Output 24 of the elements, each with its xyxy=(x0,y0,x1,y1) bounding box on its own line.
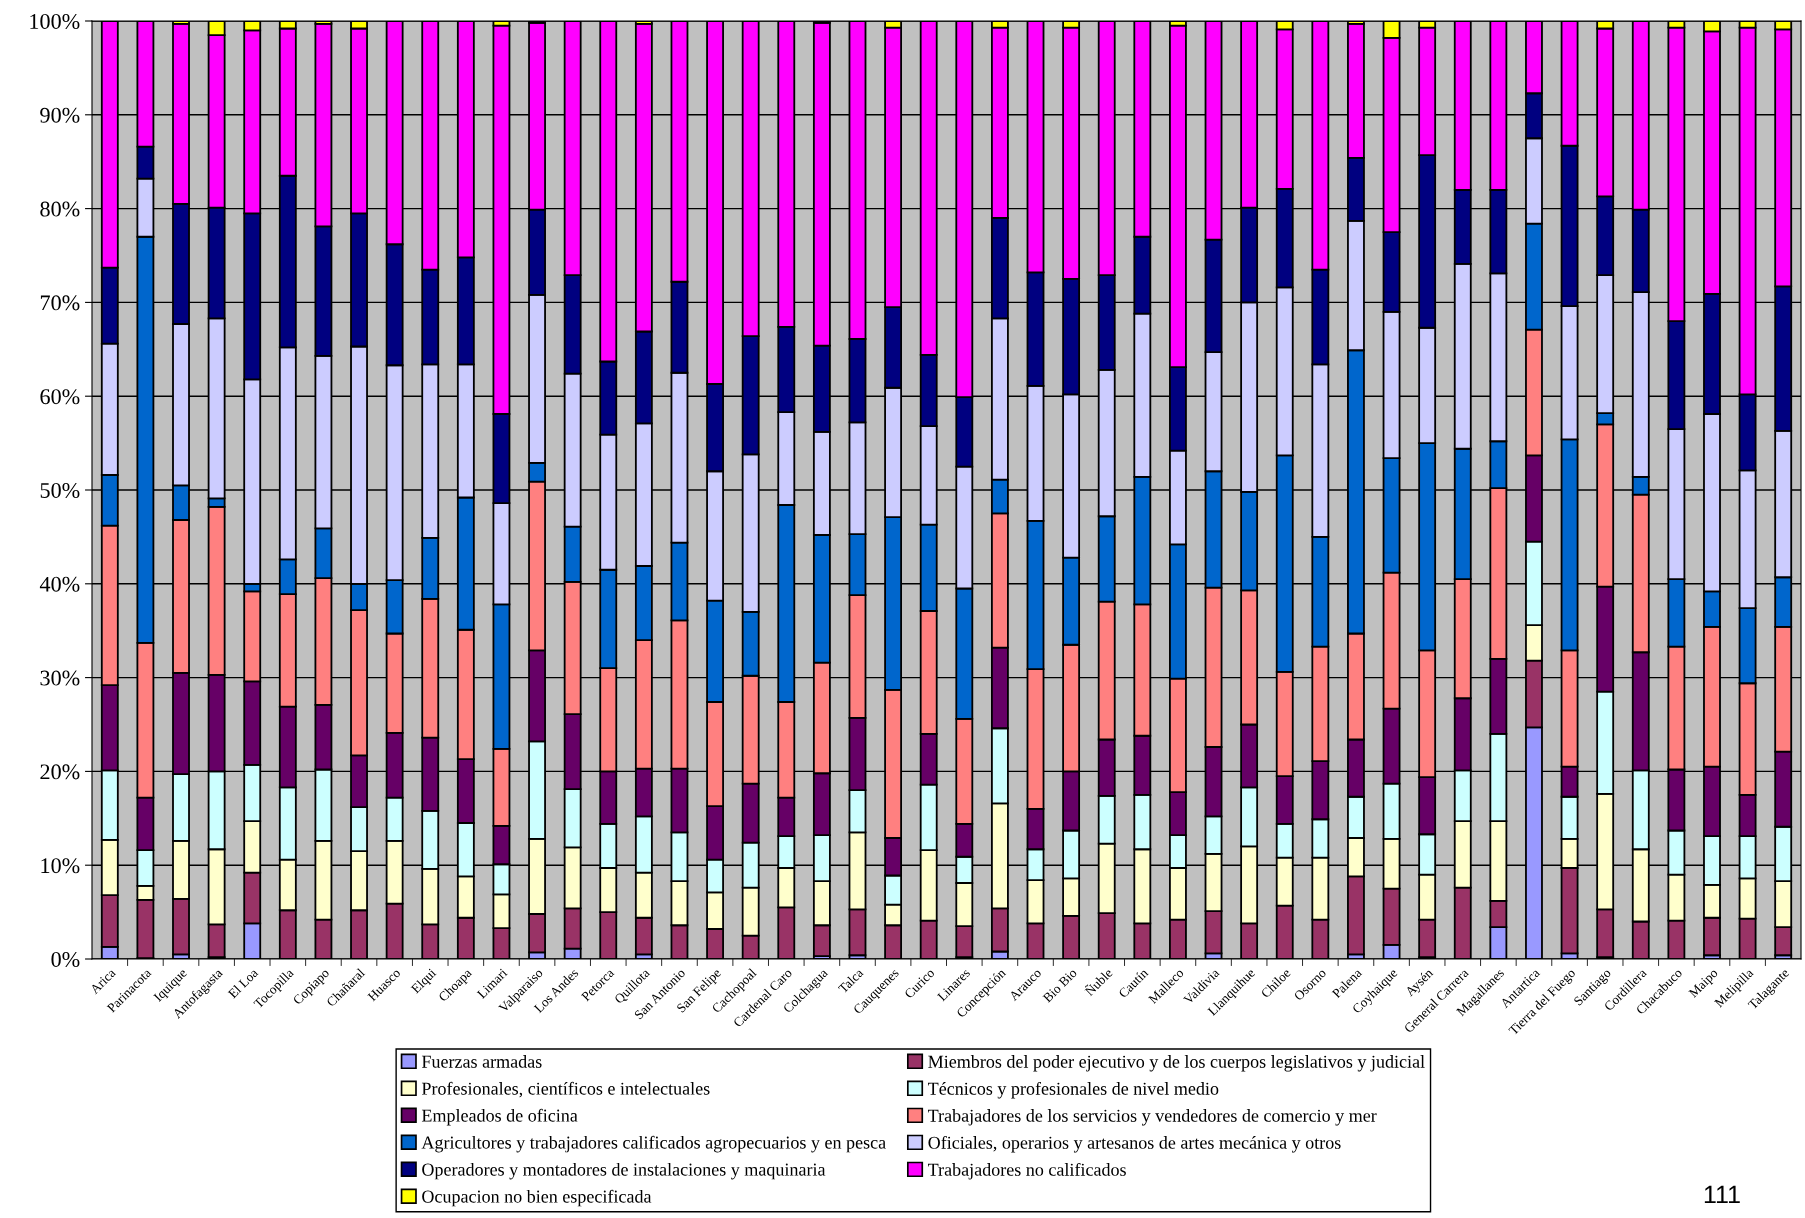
y-tick-label: 10% xyxy=(41,858,80,874)
y-tick-label: 80% xyxy=(40,201,80,217)
legend-label: Profesionales, científicos e intelectuales xyxy=(421,1081,710,1098)
legend-label: Miembros del poder ejecutivo y de los cuerpos legislativos y judicial xyxy=(928,1055,1425,1072)
legend-label: Ocupacion no bien especificada xyxy=(422,1189,652,1207)
legend-label: Agricultores y trabajadores calificados agropecuarios y en pesca xyxy=(421,1135,886,1153)
legend-label: Oficiales, operarios y artesanos de artes mecánica y otros xyxy=(928,1135,1341,1153)
legend-label: Operadores y montadores de instalaciones y maquinaria xyxy=(422,1162,826,1180)
legend-label: Fuerzas armadas xyxy=(421,1055,542,1068)
text: 111 xyxy=(1704,1185,1740,1204)
legend-label: Técnicos y profesionales de nivel medio xyxy=(928,1081,1219,1099)
y-tick-label: 60% xyxy=(40,389,80,405)
y-tick-label: 50% xyxy=(40,482,80,498)
y-tick-label: 20% xyxy=(40,764,80,780)
y-tick-label: 40% xyxy=(39,576,80,592)
y-tick-label: 30% xyxy=(40,670,80,686)
x-tick-label: Bio Bio xyxy=(1042,967,1078,1003)
y-tick-label: 100% xyxy=(30,13,80,29)
legend-label: Trabajadores de los servicios y vendedores de comercio y mer xyxy=(928,1109,1377,1126)
legend-label: Empleados de oficina xyxy=(421,1108,578,1126)
y-tick-label: 0% xyxy=(51,951,80,967)
y-tick-label: 90% xyxy=(40,107,80,123)
legend-label: Trabajadores no calificados xyxy=(928,1162,1126,1180)
y-tick-label: 70% xyxy=(40,295,80,311)
